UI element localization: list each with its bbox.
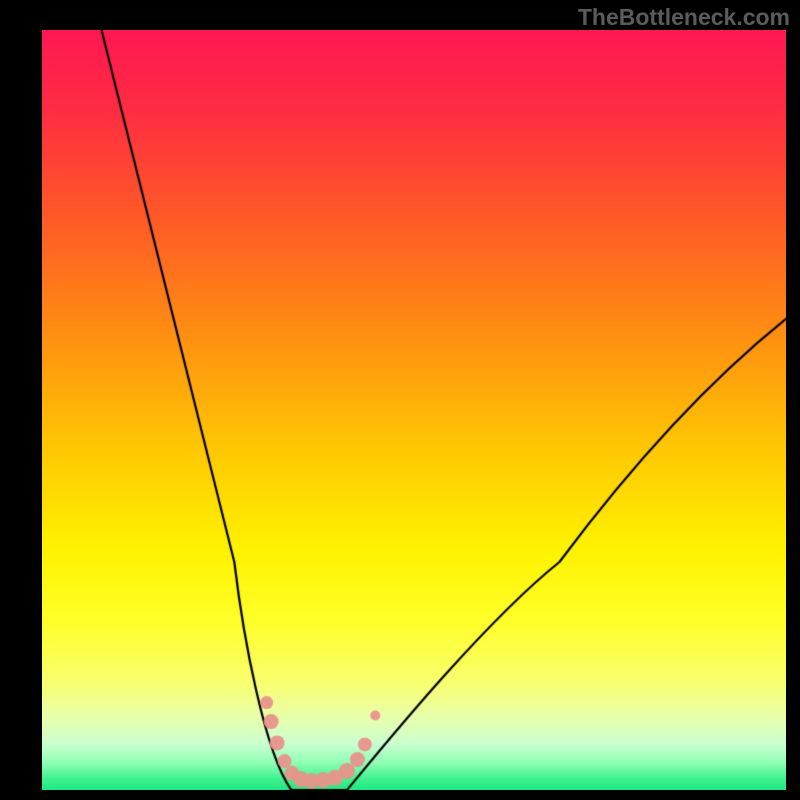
watermark-text: TheBottleneck.com [578, 4, 790, 31]
bottleneck-chart [42, 30, 786, 790]
